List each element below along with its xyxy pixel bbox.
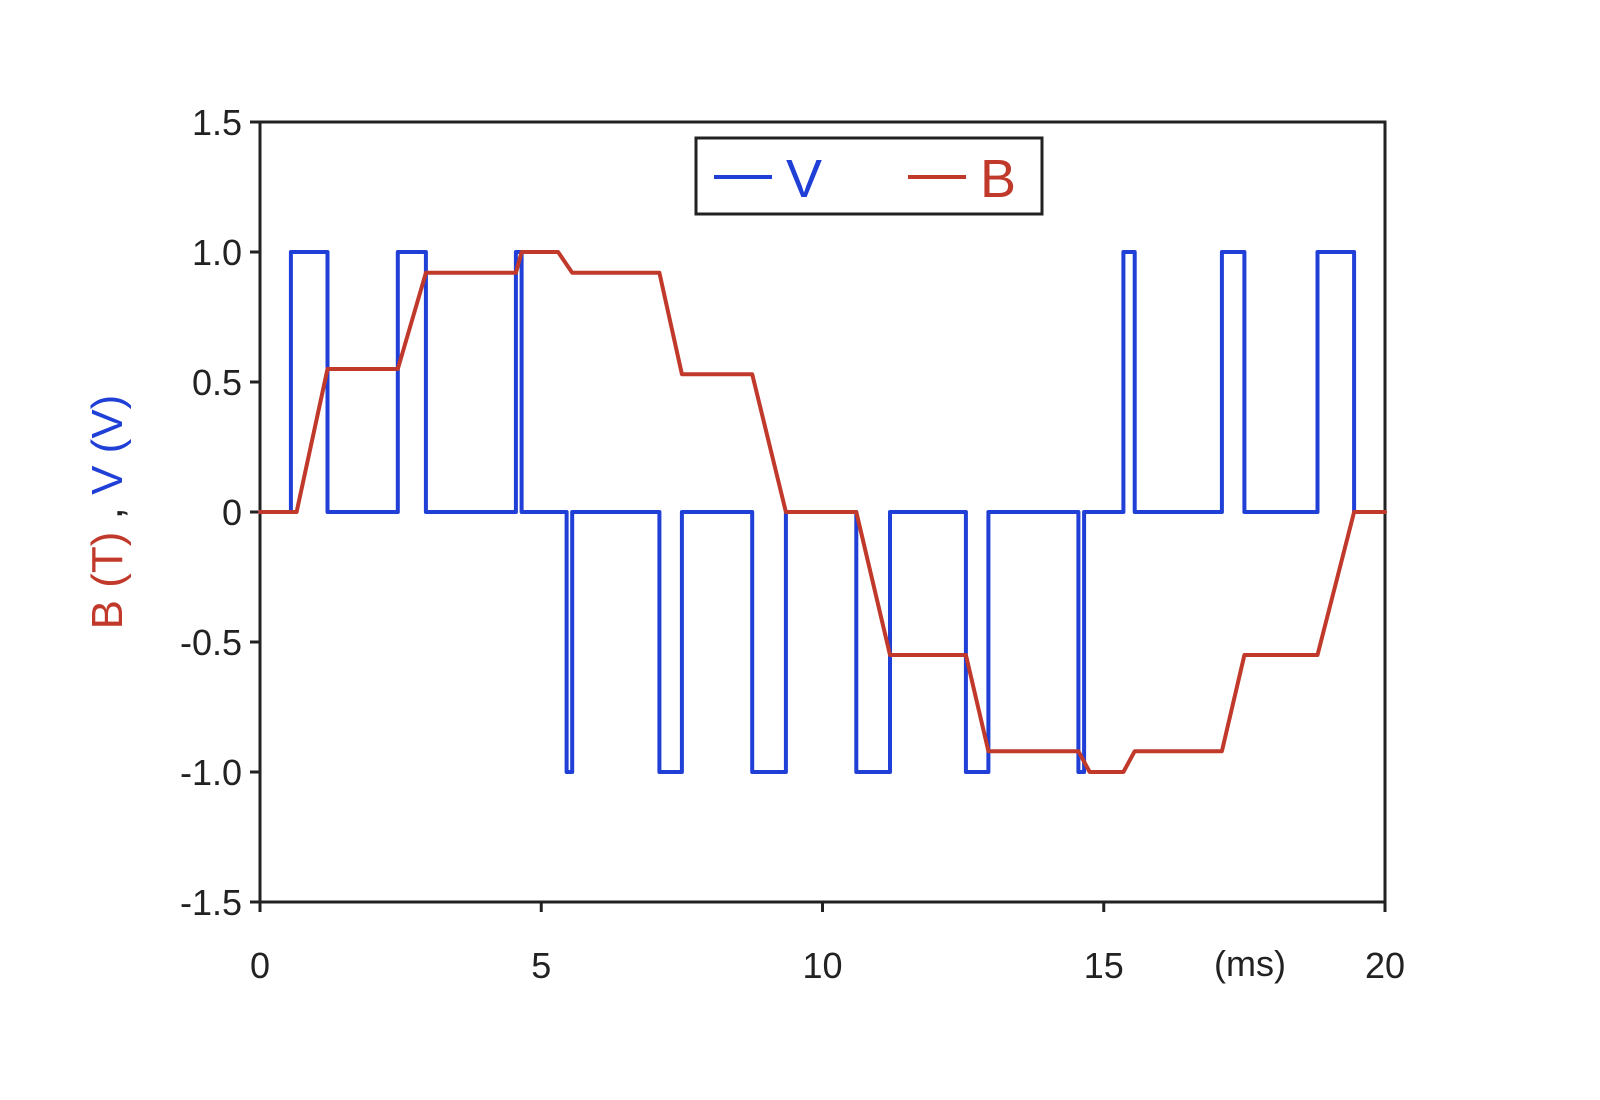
y-tick-label: -1.0 xyxy=(180,752,242,793)
y-axis-label-b: B (T) xyxy=(83,532,132,630)
y-axis-label-separator: , xyxy=(83,495,132,519)
x-tick-label: 15 xyxy=(1084,945,1124,986)
x-unit-label: (ms) xyxy=(1214,943,1286,984)
y-axis-label: B (T) , V (V) xyxy=(83,395,132,630)
y-tick-label: 0.5 xyxy=(192,362,242,403)
x-tick-label: 0 xyxy=(250,945,270,986)
series-layer xyxy=(258,250,1387,774)
svg-text:B (T) , V (V): B (T) , V (V) xyxy=(83,395,132,630)
x-tick-label: 5 xyxy=(531,945,551,986)
legend: V B xyxy=(694,136,1044,216)
y-axis-ticks: 1.5 1.0 0.5 0 -0.5 -1.0 -1.5 xyxy=(180,102,260,923)
x-tick-label: 20 xyxy=(1365,945,1405,986)
legend-label-v: V xyxy=(786,149,822,209)
y-axis-label-v: V (V) xyxy=(83,395,132,495)
y-tick-label: 1.5 xyxy=(192,102,242,143)
y-tick-label: 1.0 xyxy=(192,232,242,273)
y-tick-label: 0 xyxy=(222,492,242,533)
x-tick-label: 10 xyxy=(802,945,842,986)
x-axis-ticks: 0 5 10 15 20 xyxy=(250,902,1405,986)
legend-label-b: B xyxy=(980,149,1016,209)
y-tick-label: -0.5 xyxy=(180,622,242,663)
series-line-b xyxy=(258,250,1387,774)
y-tick-label: -1.5 xyxy=(180,882,242,923)
